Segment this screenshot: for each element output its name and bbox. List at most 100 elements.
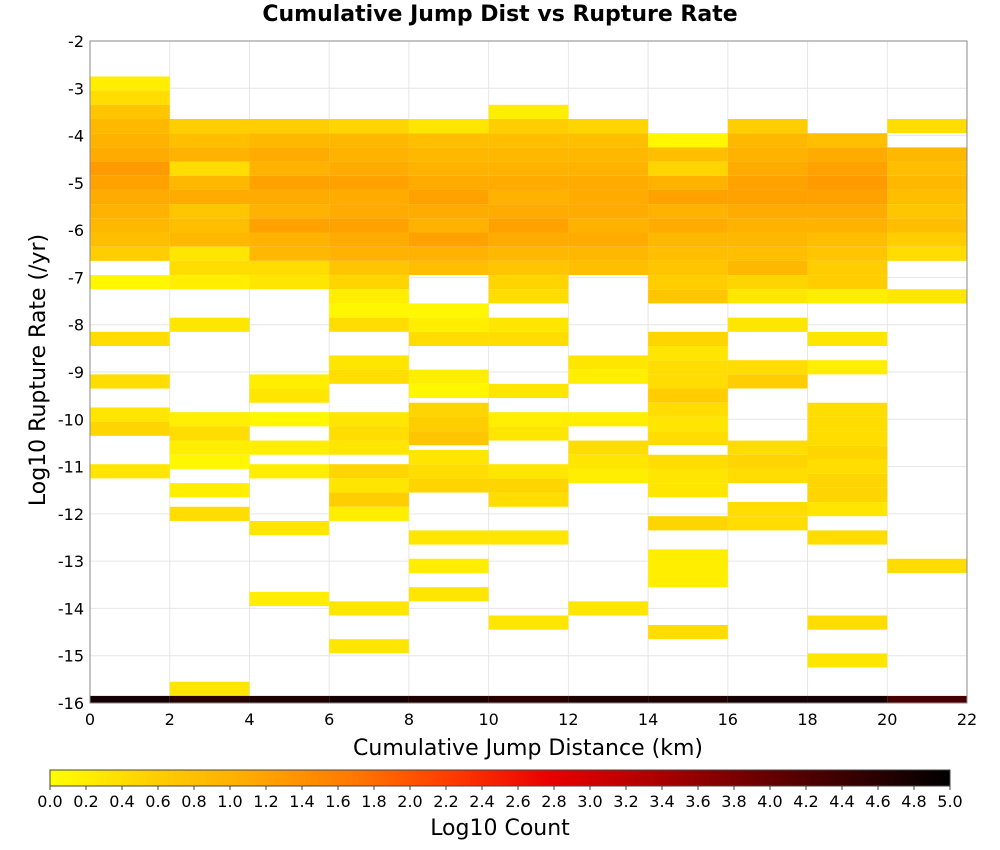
heatmap-cell bbox=[568, 355, 649, 370]
heatmap-cell bbox=[408, 232, 489, 247]
heatmap-cell bbox=[488, 204, 569, 219]
heatmap-cell bbox=[488, 232, 569, 247]
x-axis-label: Cumulative Jump Distance (km) bbox=[353, 736, 703, 761]
x-tick-label: 14 bbox=[638, 710, 658, 729]
y-tick-label: -16 bbox=[58, 694, 84, 713]
heatmap-cell bbox=[169, 218, 250, 233]
heatmap-cell bbox=[169, 147, 250, 162]
heatmap-cell bbox=[727, 175, 808, 190]
heatmap-cell bbox=[807, 653, 888, 668]
heatmap-cell bbox=[568, 204, 649, 219]
heatmap-cell bbox=[90, 147, 170, 162]
heatmap-cell bbox=[90, 119, 170, 134]
colorbar-tick-label: 3.8 bbox=[721, 792, 746, 811]
heatmap-cell bbox=[90, 275, 170, 290]
colorbar-tick-label: 4.2 bbox=[793, 792, 818, 811]
heatmap-cell bbox=[488, 412, 569, 427]
heatmap-cell bbox=[329, 289, 409, 304]
heatmap-cell bbox=[648, 345, 728, 361]
heatmap-cell bbox=[807, 133, 888, 148]
heatmap-cell bbox=[169, 260, 250, 276]
heatmap-cell bbox=[807, 615, 888, 630]
heatmap-cell bbox=[648, 431, 728, 446]
heatmap-cell bbox=[727, 275, 808, 290]
y-axis-label: Log10 Rupture Rate (/yr) bbox=[26, 234, 51, 506]
heatmap-cell bbox=[568, 161, 649, 176]
heatmap-cell bbox=[408, 246, 489, 261]
heatmap-cell bbox=[249, 147, 330, 162]
heatmap-cell bbox=[249, 204, 330, 219]
heatmap-cell bbox=[329, 275, 409, 290]
heatmap-cell bbox=[169, 317, 250, 332]
colorbar-tick-label: 0.4 bbox=[109, 792, 134, 811]
colorbar-tick-label: 2.4 bbox=[469, 792, 494, 811]
colorbar-tick-label: 2.2 bbox=[433, 792, 458, 811]
heatmap-cell bbox=[727, 119, 808, 134]
heatmap-cell bbox=[648, 454, 728, 469]
x-tick-label: 16 bbox=[718, 710, 738, 729]
heatmap-cell bbox=[329, 204, 409, 219]
colorbar-tick-label: 1.8 bbox=[361, 792, 386, 811]
heatmap-cell bbox=[488, 147, 569, 162]
heatmap-cell bbox=[90, 189, 170, 205]
heatmap-cell bbox=[488, 260, 569, 276]
heatmap-cell bbox=[249, 374, 330, 389]
heatmap-cell bbox=[408, 695, 489, 703]
heatmap-cell bbox=[329, 175, 409, 190]
heatmap-cell bbox=[807, 360, 888, 375]
colorbar bbox=[49, 769, 951, 787]
heatmap-cell bbox=[408, 383, 489, 399]
heatmap-cell bbox=[249, 275, 330, 290]
heatmap-cell bbox=[169, 454, 250, 469]
heatmap-cell bbox=[408, 369, 489, 384]
heatmap-cell bbox=[648, 695, 728, 703]
heatmap-cell bbox=[169, 175, 250, 190]
heatmap-cell bbox=[329, 639, 409, 654]
heatmap-cell bbox=[807, 147, 888, 162]
heatmap-cell bbox=[408, 133, 489, 148]
heatmap-cell bbox=[648, 468, 728, 484]
y-tick-label: -4 bbox=[68, 127, 84, 146]
heatmap-cell bbox=[329, 260, 409, 276]
heatmap-cell bbox=[887, 289, 967, 304]
y-tick-label: -12 bbox=[58, 505, 84, 524]
heatmap-cell bbox=[169, 246, 250, 261]
heatmap-cell bbox=[887, 204, 967, 219]
heatmap-cell bbox=[807, 502, 888, 517]
heatmap-cell bbox=[727, 218, 808, 233]
heatmap-cell bbox=[568, 454, 649, 469]
heatmap-cell bbox=[249, 440, 330, 455]
heatmap-cell bbox=[488, 275, 569, 290]
heatmap-cell bbox=[727, 232, 808, 247]
heatmap-cell bbox=[648, 516, 728, 531]
heatmap-cell bbox=[169, 695, 250, 703]
heatmap-cell bbox=[807, 402, 888, 417]
heatmap-cell bbox=[169, 161, 250, 176]
heatmap-cell bbox=[568, 412, 649, 427]
heatmap-cell bbox=[408, 303, 489, 318]
y-tick-label: -3 bbox=[68, 79, 84, 98]
heatmap-cell bbox=[648, 360, 728, 375]
heatmap-cell bbox=[408, 189, 489, 205]
heatmap-cell bbox=[568, 119, 649, 134]
x-tick-label: 12 bbox=[558, 710, 578, 729]
heatmap-cell bbox=[90, 331, 170, 346]
colorbar-tick-label: 4.8 bbox=[901, 792, 926, 811]
heatmap-cell bbox=[90, 104, 170, 120]
y-tick-label: -14 bbox=[58, 599, 84, 618]
heatmap-cell bbox=[648, 275, 728, 290]
heatmap-cell bbox=[727, 440, 808, 455]
x-tick-label: 6 bbox=[324, 710, 334, 729]
heatmap-cell bbox=[648, 189, 728, 205]
heatmap-cell bbox=[169, 119, 250, 134]
heatmap-cell bbox=[408, 260, 489, 276]
heatmap-cell bbox=[727, 246, 808, 261]
heatmap-cell bbox=[408, 147, 489, 162]
heatmap-cell bbox=[169, 506, 250, 521]
heatmap-cell bbox=[329, 119, 409, 134]
heatmap-cell bbox=[249, 520, 330, 536]
heatmap-cell bbox=[329, 412, 409, 427]
heatmap-cell bbox=[169, 232, 250, 247]
heatmap-cell bbox=[90, 204, 170, 219]
heatmap-cell bbox=[807, 331, 888, 346]
